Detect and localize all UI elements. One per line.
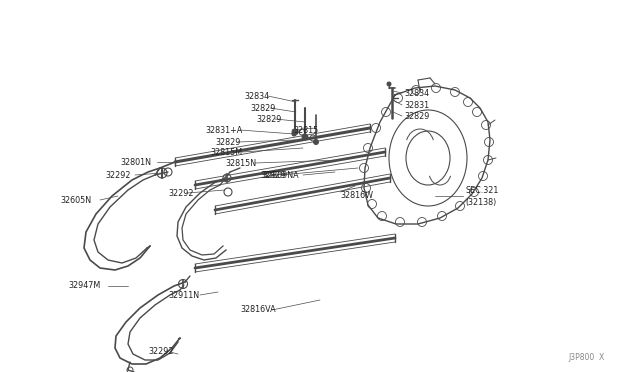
Text: 32831: 32831 [404, 100, 429, 109]
Text: 32831+A: 32831+A [205, 125, 243, 135]
Text: SEC.321: SEC.321 [465, 186, 499, 195]
Text: J3P800  X: J3P800 X [568, 353, 604, 362]
Text: 32815: 32815 [293, 125, 318, 135]
Text: 32829: 32829 [260, 170, 285, 180]
Circle shape [314, 140, 319, 144]
Text: 32816VA: 32816VA [240, 305, 276, 314]
Circle shape [292, 132, 296, 136]
Text: 32829: 32829 [250, 103, 275, 112]
Circle shape [302, 134, 308, 140]
Circle shape [292, 129, 298, 135]
Text: 32911N: 32911N [168, 291, 199, 299]
Text: 32834: 32834 [244, 92, 269, 100]
Text: 32834: 32834 [404, 89, 429, 97]
Text: 32809NA: 32809NA [262, 170, 299, 180]
Text: 32829: 32829 [256, 115, 282, 124]
Text: 32829: 32829 [404, 112, 429, 121]
Text: 32605N: 32605N [60, 196, 91, 205]
Text: 32292: 32292 [105, 170, 131, 180]
Text: 32947M: 32947M [68, 282, 100, 291]
Text: 32292: 32292 [148, 347, 173, 356]
Text: 32292: 32292 [168, 189, 193, 198]
Text: 32801N: 32801N [120, 157, 151, 167]
Text: 32829: 32829 [215, 138, 241, 147]
Text: 32815M: 32815M [210, 148, 242, 157]
Text: 32816W: 32816W [340, 190, 373, 199]
Text: (32138): (32138) [465, 198, 496, 206]
Circle shape [387, 82, 391, 86]
Text: 32815N: 32815N [225, 158, 256, 167]
